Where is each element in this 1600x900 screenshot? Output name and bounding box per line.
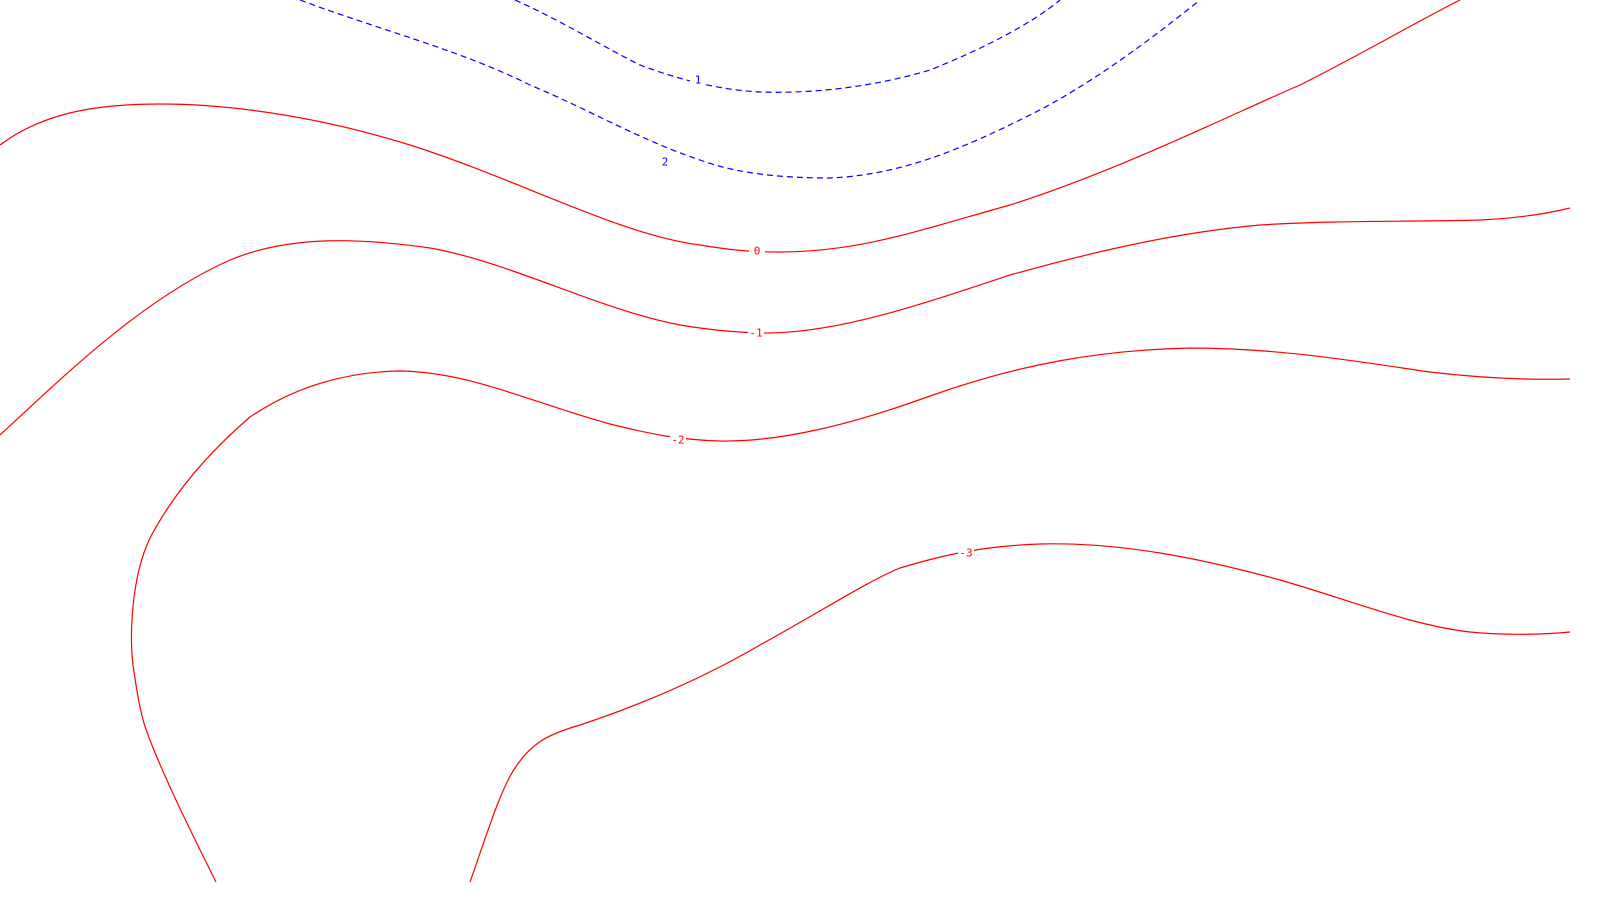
contour-line-2-label-bg [657,155,673,169]
contour-line-1-label: 1 [695,74,702,87]
contour-line-neg2-label-bg [670,433,686,447]
contour-line-0 [0,0,1461,253]
contour-line-neg3-label-bg [958,546,974,560]
contour-line-neg2-branch [130,537,217,883]
contour-line-neg1 [0,207,1571,436]
contour-line-0-label-bg [749,244,765,258]
contour-line-neg2-label: -2 [671,434,684,447]
contour-line-1 [514,0,1061,93]
contour-line-2-label: 2 [662,156,669,169]
contour-line-0-label: 0 [754,245,761,258]
contour-lines [0,0,1571,883]
contour-line-neg1-label: -1 [749,327,762,340]
contour-line-neg3-label: -3 [959,547,972,560]
contour-labels: 0 1 2 -1 -2 -3 [657,73,974,560]
contour-line-1-label-bg [690,73,706,87]
contour-line-neg2 [149,347,1571,539]
contour-line-neg3 [469,543,1571,883]
contour-line-neg1-label-bg [748,326,764,340]
